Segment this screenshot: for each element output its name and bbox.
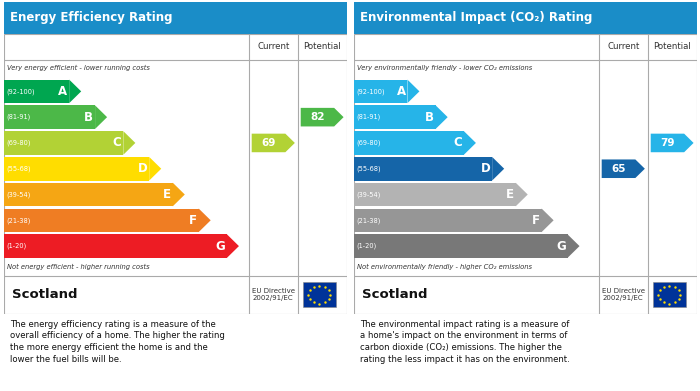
Text: (81-91): (81-91) <box>6 114 31 120</box>
Text: Environmental Impact (CO₂) Rating: Environmental Impact (CO₂) Rating <box>360 11 593 24</box>
Text: (69-80): (69-80) <box>356 140 381 146</box>
Text: Current: Current <box>607 43 640 52</box>
Text: (1-20): (1-20) <box>356 243 377 249</box>
Bar <box>4 234 227 258</box>
Polygon shape <box>464 131 476 155</box>
Polygon shape <box>123 131 135 155</box>
Text: (92-100): (92-100) <box>356 88 385 95</box>
Bar <box>354 208 542 232</box>
Bar <box>354 131 464 155</box>
Text: 82: 82 <box>310 112 325 122</box>
Text: C: C <box>454 136 462 149</box>
Bar <box>4 157 149 181</box>
Text: 79: 79 <box>660 138 675 148</box>
Polygon shape <box>69 80 81 103</box>
Polygon shape <box>149 157 161 181</box>
Text: F: F <box>189 214 197 227</box>
Bar <box>303 282 335 307</box>
Text: Scotland: Scotland <box>362 288 428 301</box>
Text: B: B <box>85 111 93 124</box>
Polygon shape <box>542 208 554 232</box>
Text: E: E <box>506 188 514 201</box>
Polygon shape <box>227 234 239 258</box>
Polygon shape <box>568 234 580 258</box>
Text: (1-20): (1-20) <box>6 243 27 249</box>
Text: C: C <box>113 136 122 149</box>
Bar <box>4 208 199 232</box>
Polygon shape <box>95 106 107 129</box>
Polygon shape <box>199 208 211 232</box>
Bar <box>653 282 685 307</box>
Bar <box>4 183 173 206</box>
Text: A: A <box>397 85 406 98</box>
Text: E: E <box>163 188 171 201</box>
Polygon shape <box>252 134 295 152</box>
Bar <box>354 234 568 258</box>
Text: EU Directive
2002/91/EC: EU Directive 2002/91/EC <box>602 288 645 301</box>
Text: (39-54): (39-54) <box>6 191 31 198</box>
Bar <box>354 106 435 129</box>
Text: Very energy efficient - lower running costs: Very energy efficient - lower running co… <box>7 65 150 71</box>
Text: (69-80): (69-80) <box>6 140 31 146</box>
Polygon shape <box>651 134 694 152</box>
Text: Potential: Potential <box>303 43 341 52</box>
Text: Scotland: Scotland <box>12 288 78 301</box>
Bar <box>354 80 407 103</box>
Text: EU Directive
2002/91/EC: EU Directive 2002/91/EC <box>252 288 295 301</box>
Text: (39-54): (39-54) <box>356 191 381 198</box>
Text: Not environmentally friendly - higher CO₂ emissions: Not environmentally friendly - higher CO… <box>357 264 532 271</box>
Bar <box>354 157 492 181</box>
Text: (21-38): (21-38) <box>6 217 31 224</box>
Text: D: D <box>481 162 491 175</box>
Text: (21-38): (21-38) <box>356 217 381 224</box>
Text: (55-68): (55-68) <box>6 165 31 172</box>
Text: G: G <box>216 240 225 253</box>
Bar <box>4 106 95 129</box>
Text: (55-68): (55-68) <box>356 165 381 172</box>
Text: A: A <box>58 85 67 98</box>
Text: Potential: Potential <box>653 43 691 52</box>
Polygon shape <box>516 183 528 206</box>
Polygon shape <box>407 80 419 103</box>
Polygon shape <box>173 183 185 206</box>
Text: F: F <box>532 214 540 227</box>
Text: D: D <box>138 162 148 175</box>
Text: Current: Current <box>257 43 290 52</box>
Text: (81-91): (81-91) <box>356 114 381 120</box>
Text: Energy Efficiency Rating: Energy Efficiency Rating <box>10 11 173 24</box>
Polygon shape <box>435 106 448 129</box>
Bar <box>4 80 69 103</box>
Text: The energy efficiency rating is a measure of the
overall efficiency of a home. T: The energy efficiency rating is a measur… <box>10 319 225 364</box>
Text: Not energy efficient - higher running costs: Not energy efficient - higher running co… <box>7 264 150 271</box>
Text: G: G <box>556 240 566 253</box>
Text: The environmental impact rating is a measure of
a home's impact on the environme: The environmental impact rating is a mea… <box>360 319 570 364</box>
Text: 69: 69 <box>261 138 276 148</box>
Polygon shape <box>492 157 504 181</box>
Polygon shape <box>301 108 344 126</box>
Bar <box>4 131 123 155</box>
Text: 65: 65 <box>611 164 626 174</box>
Text: (92-100): (92-100) <box>6 88 35 95</box>
Polygon shape <box>602 160 645 178</box>
Bar <box>354 183 516 206</box>
Text: B: B <box>425 111 434 124</box>
Text: Very environmentally friendly - lower CO₂ emissions: Very environmentally friendly - lower CO… <box>357 65 532 71</box>
